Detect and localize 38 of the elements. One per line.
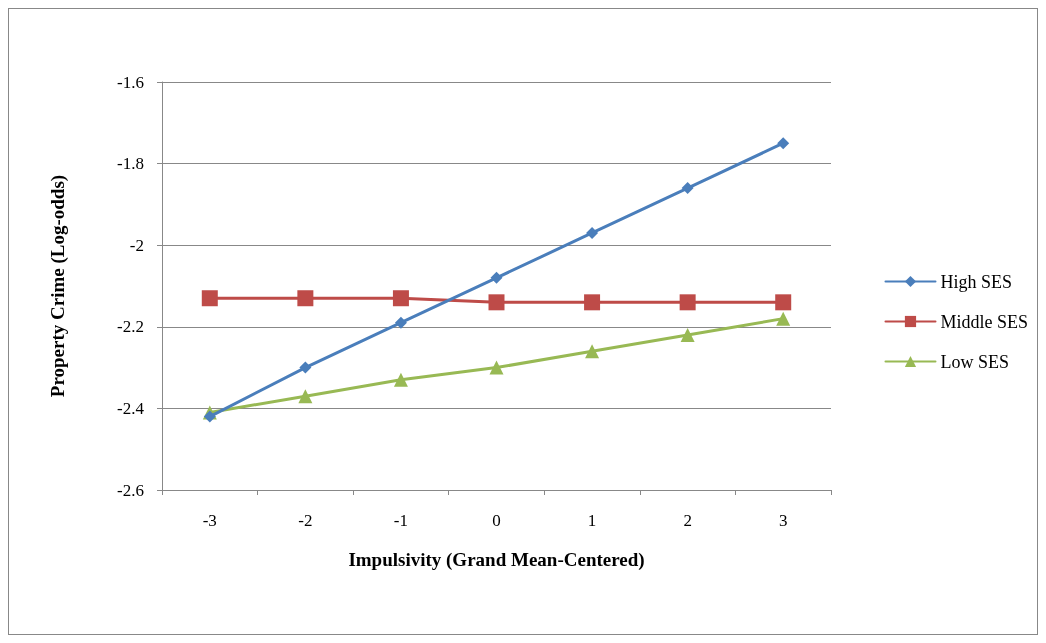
point [776,311,791,326]
point [203,410,216,423]
x-tick-label: -1 [393,511,409,530]
legend-label: Low SES [940,351,1009,372]
point [394,316,407,329]
y-tick-label: -2 [129,235,144,255]
point [680,327,695,342]
point [393,372,408,387]
y-tick-label: -2.2 [117,317,144,337]
point [201,290,218,307]
point [488,294,505,311]
x-tick-label: 2 [683,511,692,530]
point [679,294,696,311]
point [297,290,314,307]
x-axis-title: Impulsivity (Grand Mean-Centered) [348,549,645,571]
x-tick-label: -2 [298,511,313,530]
y-tick-label: -2.4 [117,398,145,418]
y-axis-title: Property Crime (Log-odds) [47,174,69,398]
legend-label: High SES [940,271,1013,292]
y-tick-label: -1.8 [117,154,144,174]
point [490,271,503,284]
point [392,290,409,307]
x-tick-label: -3 [202,511,217,530]
y-tick-label: -1.6 [117,72,144,92]
x-tick-label: 3 [778,511,788,530]
point [489,360,504,375]
x-tick-label: 1 [587,511,597,530]
point [775,294,792,311]
point [586,226,599,239]
point [584,294,601,311]
point [299,361,312,374]
point [298,389,313,404]
point [681,182,694,195]
legend-label: Middle SES [940,311,1028,332]
point [585,344,600,359]
y-tick-label: -2.6 [117,480,144,500]
x-tick-label: 0 [492,511,501,530]
point [777,137,790,150]
